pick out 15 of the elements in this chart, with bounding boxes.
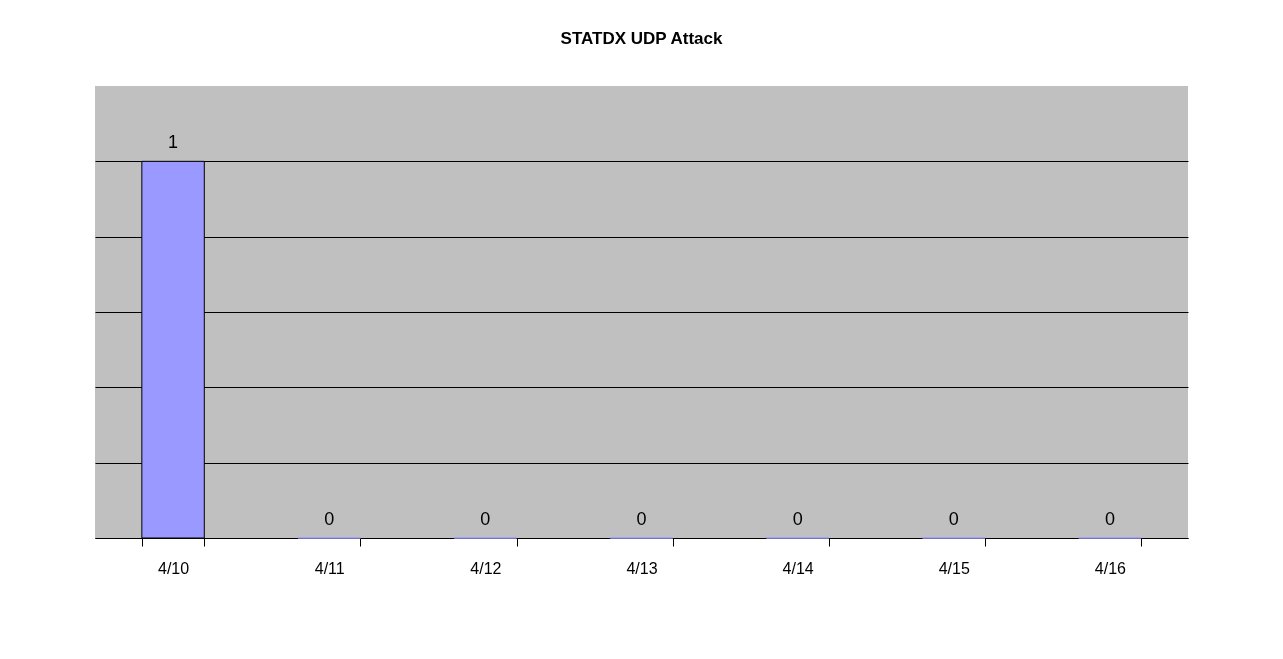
data-label: 0 xyxy=(948,509,959,529)
data-label: 1 xyxy=(168,132,179,153)
data-label: 0 xyxy=(480,509,491,529)
data-label: 0 xyxy=(636,509,647,529)
chart-title: STATDX UDP Attack xyxy=(560,29,723,48)
x-tick-label: 4/13 xyxy=(626,559,658,577)
x-tick-label: 4/16 xyxy=(1094,559,1127,577)
data-label: 0 xyxy=(1104,509,1115,529)
x-tick-label: 4/14 xyxy=(782,559,814,577)
x-tick-label: 4/15 xyxy=(938,559,970,577)
x-tick-label: 4/11 xyxy=(314,559,345,577)
x-tick-label: 4/10 xyxy=(158,559,190,577)
data-label: 0 xyxy=(792,509,803,529)
data-label: 0 xyxy=(324,509,335,529)
x-tick-label: 4/12 xyxy=(470,559,502,577)
